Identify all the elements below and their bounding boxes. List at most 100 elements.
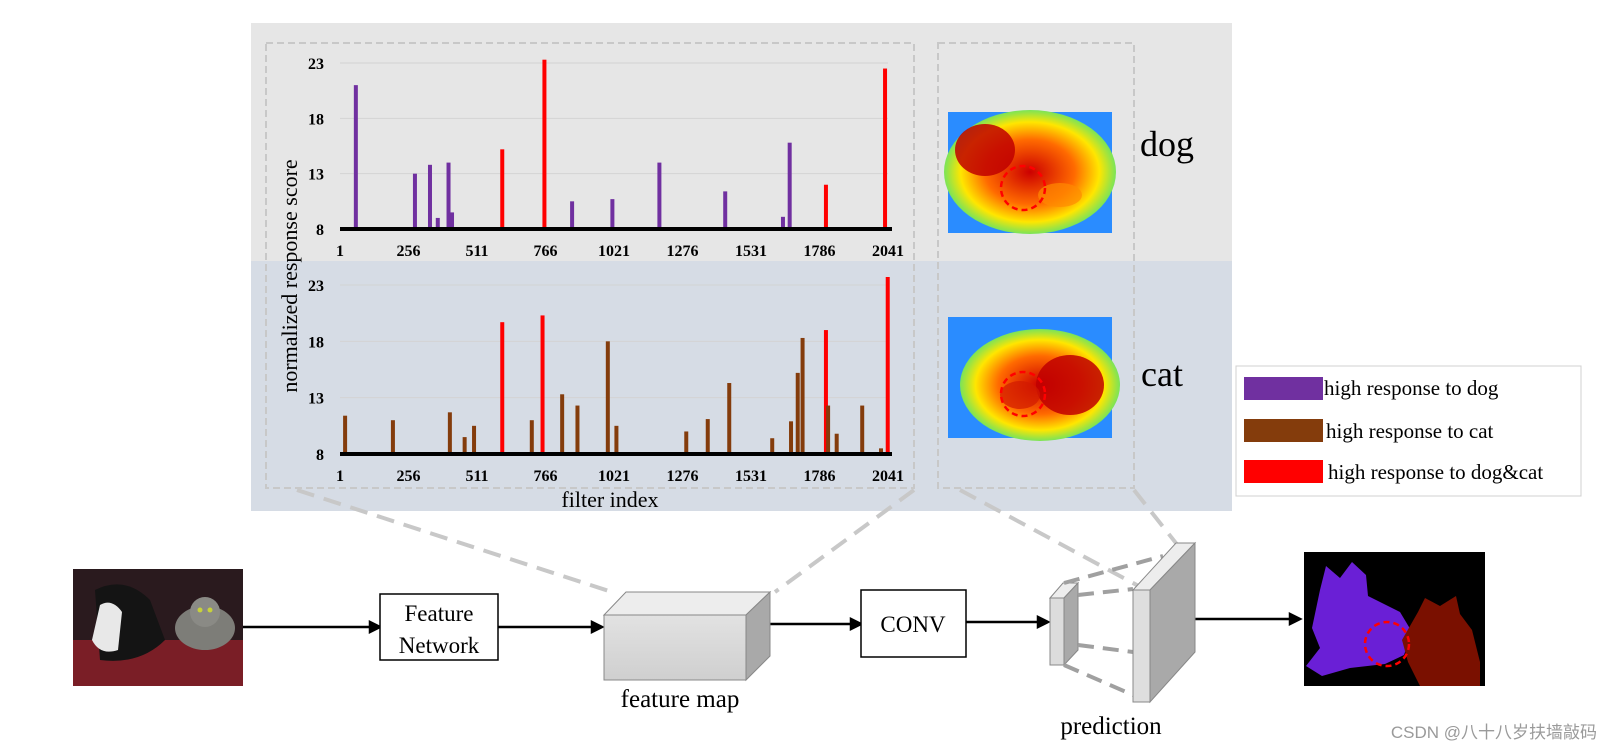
conv-box <box>860 589 967 658</box>
dog-ytick-label: 23 <box>308 56 324 73</box>
dog-heatmap <box>944 110 1116 234</box>
dog-bar <box>780 216 785 229</box>
dog-xtick-label: 1276 <box>667 243 699 260</box>
cat-heatmap <box>948 317 1120 441</box>
cat-bar <box>500 322 505 454</box>
prediction-kernel-small <box>1048 581 1080 667</box>
cat-xtick-label: 766 <box>534 468 558 485</box>
cat-bar <box>834 433 839 454</box>
dog-bar <box>353 85 358 229</box>
zoom-connector-lines <box>296 488 1185 594</box>
dog-bar <box>435 217 440 229</box>
cat-bar <box>472 425 477 454</box>
cat-bar <box>727 383 732 454</box>
dog-xtick-label: 1021 <box>598 243 630 260</box>
legend-swatch-both <box>1244 460 1323 483</box>
cat-bar <box>826 405 831 454</box>
cat-bar <box>770 438 775 454</box>
cat-bar <box>789 421 794 454</box>
dog-xtick-label: 1531 <box>735 243 767 260</box>
dog-ytick-label: 13 <box>308 167 324 184</box>
cat-bar <box>823 330 828 454</box>
cat-bar <box>885 277 890 454</box>
cat-bar <box>560 394 565 454</box>
legend-swatch-cat <box>1244 419 1323 442</box>
dog-bar <box>450 212 455 229</box>
dog-bar <box>570 201 575 229</box>
feature-network-label-line2: Network <box>399 633 480 658</box>
cat-response-chart: 8 13 18 23 1 256 511 766 1021 1276 1531 1786 2041 <box>308 277 904 485</box>
cat-ytick-label: 8 <box>316 447 324 464</box>
prediction-projection-lines <box>1063 554 1164 697</box>
prediction-label: prediction <box>1060 713 1162 740</box>
chart-dashed-frame <box>265 42 915 489</box>
dog-bar <box>427 164 432 229</box>
cat-overlap-circle <box>999 370 1047 418</box>
cat-bar <box>614 425 619 454</box>
cat-bar <box>879 448 884 454</box>
dog-ytick-label: 18 <box>308 111 324 128</box>
cat-xtick-label: 2041 <box>872 468 904 485</box>
cat-bar <box>860 405 865 454</box>
cat-xtick-label: 1786 <box>804 468 836 485</box>
y-axis-label: normalized response score <box>277 159 302 392</box>
dog-bar <box>542 59 547 230</box>
cat-label: cat <box>1141 354 1183 394</box>
pipeline-arrows <box>243 611 1303 635</box>
feature-map-label: feature map <box>621 686 740 713</box>
dog-xtick-label: 1 <box>336 243 344 260</box>
feature-network-box <box>379 593 499 661</box>
dog-bar <box>500 149 505 229</box>
legend-label-cat: high response to cat <box>1326 419 1494 443</box>
segmentation-dog-mask <box>1306 562 1412 676</box>
cat-xtick-label: 511 <box>465 468 488 485</box>
segmentation-cat-mask <box>1402 596 1480 686</box>
cat-xtick-label: 1 <box>336 468 344 485</box>
conv-label: CONV <box>880 612 946 637</box>
segmentation-output <box>1304 552 1485 686</box>
watermark: CSDN @八十八岁扶墙敲码 <box>1391 723 1597 742</box>
cat-bar <box>795 372 800 454</box>
cat-bar <box>684 431 689 454</box>
dog-bar <box>787 142 792 229</box>
dog-bar <box>446 162 451 229</box>
dog-bar <box>883 68 888 230</box>
input-photo <box>73 569 243 686</box>
dog-xtick-label: 1786 <box>804 243 836 260</box>
cat-ytick-label: 13 <box>308 391 324 408</box>
dog-xtick-label: 256 <box>397 243 421 260</box>
cat-xtick-label: 1531 <box>735 468 767 485</box>
cat-xtick-label: 1276 <box>667 468 699 485</box>
dog-bar <box>723 191 728 229</box>
legend: high response to dog high response to ca… <box>1235 365 1582 497</box>
feature-map-cube <box>602 590 772 682</box>
dog-ytick-label: 8 <box>316 222 324 239</box>
cat-bar <box>462 437 467 454</box>
heatmap-dashed-frame <box>937 42 1135 489</box>
cat-bar <box>390 420 395 454</box>
dog-xtick-label: 766 <box>534 243 558 260</box>
dog-bar <box>610 199 615 229</box>
legend-label-both: high response to dog&cat <box>1328 460 1543 484</box>
dog-overlap-circle <box>999 164 1047 212</box>
dog-label: dog <box>1140 124 1194 164</box>
cat-bar <box>705 419 710 454</box>
cat-bar <box>800 337 805 454</box>
dog-xtick-label: 511 <box>465 243 488 260</box>
legend-label-dog: high response to dog <box>1324 376 1499 400</box>
cat-ytick-label: 23 <box>308 278 324 295</box>
cat-bar <box>529 420 534 454</box>
prediction-volume <box>1131 541 1197 704</box>
cat-bar <box>575 405 580 454</box>
dog-bar <box>823 184 828 229</box>
feature-network-label-line1: Feature <box>405 601 474 626</box>
segmentation-overlap-circle <box>1363 620 1411 668</box>
cat-bar <box>447 412 452 454</box>
x-axis-label: filter index <box>561 487 658 512</box>
dog-response-chart: 8 13 18 23 1 256 511 766 1021 1276 1531 1786 2041 <box>308 56 904 260</box>
legend-swatch-dog <box>1244 377 1323 400</box>
dog-xtick-label: 2041 <box>872 243 904 260</box>
dog-bar <box>412 173 417 229</box>
cat-bar <box>540 315 545 454</box>
